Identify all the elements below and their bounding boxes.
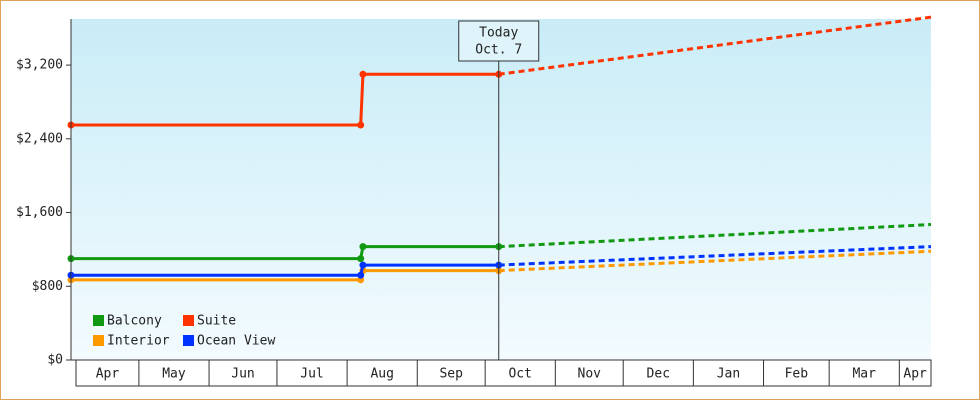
history-line — [71, 263, 499, 277]
legend-swatch — [93, 335, 104, 346]
x-axis: Apr May Jun Jul Aug Sep Oct Nov Dec Jan Feb Mar Apr — [75, 359, 932, 387]
series-ocean-view — [67, 245, 932, 279]
month-label: Nov — [578, 367, 602, 382]
data-point — [357, 121, 365, 129]
plot-area — [71, 19, 931, 360]
legend-label: Ocean View — [197, 334, 275, 349]
month-label: Jan — [717, 367, 740, 382]
today-marker: Today Oct. 7 — [458, 20, 540, 360]
y-tick-label: $3,200 — [16, 58, 63, 73]
legend: Balcony Suite Interior Ocean View — [93, 314, 275, 349]
month-label: Jun — [231, 367, 254, 382]
projection-line — [498, 249, 932, 273]
legend-label: Interior — [107, 334, 170, 349]
month-label: Dec — [647, 367, 670, 382]
data-point — [357, 271, 365, 279]
series-balcony — [67, 223, 932, 263]
history-line — [71, 245, 499, 261]
series-layer — [67, 15, 932, 284]
today-box — [458, 20, 540, 62]
y-tick-label: $800 — [32, 279, 63, 294]
y-tick-label: $1,600 — [16, 205, 63, 220]
legend-label: Balcony — [107, 314, 162, 329]
y-tick-label: $2,400 — [16, 131, 63, 146]
projection-line — [498, 245, 932, 267]
month-label: Sep — [439, 367, 463, 382]
history-line — [71, 72, 499, 127]
data-point — [357, 255, 365, 263]
projection-line — [498, 223, 932, 249]
month-label: Aug — [370, 367, 393, 382]
month-label: Apr — [903, 367, 927, 382]
legend-label: Suite — [197, 314, 236, 329]
today-date: Oct. 7 — [475, 43, 522, 58]
month-label: Feb — [785, 367, 809, 382]
legend-swatch — [183, 315, 194, 326]
legend-swatch — [183, 335, 194, 346]
data-point — [359, 70, 367, 78]
month-label: Oct — [508, 367, 531, 382]
month-label: Jul — [300, 367, 323, 382]
series-suite — [67, 15, 932, 129]
month-label: Mar — [852, 367, 876, 382]
data-point — [359, 261, 367, 269]
data-point — [359, 243, 367, 251]
month-strip — [75, 359, 932, 387]
y-tick-label: $0 — [47, 353, 63, 368]
month-label: Apr — [96, 367, 120, 382]
today-label: Today — [479, 26, 518, 41]
projection-line — [498, 15, 932, 76]
month-label: May — [162, 367, 186, 382]
legend-swatch — [93, 315, 104, 326]
